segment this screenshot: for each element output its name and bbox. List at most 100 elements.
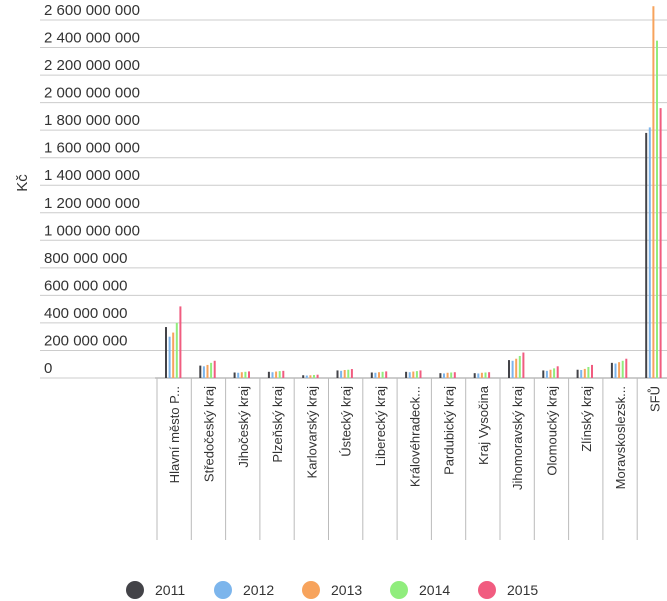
bar-2011[interactable] (439, 373, 442, 378)
x-category-label: Liberecký kraj (373, 386, 388, 466)
bar-2015[interactable] (625, 358, 628, 378)
bar-2012[interactable] (477, 373, 480, 378)
bar-2013[interactable] (549, 369, 552, 378)
bar-2014[interactable] (210, 362, 213, 378)
legend-label[interactable]: 2012 (243, 582, 274, 598)
bar-2012[interactable] (408, 372, 411, 378)
y-tick-label: 800 000 000 (44, 250, 127, 267)
bar-2011[interactable] (370, 372, 373, 378)
bar-2015[interactable] (488, 372, 491, 378)
bar-2015[interactable] (248, 371, 250, 378)
bar-2013[interactable] (309, 375, 312, 378)
bar-2012[interactable] (271, 372, 274, 378)
bar-2012[interactable] (648, 127, 651, 379)
bars (165, 6, 662, 379)
y-axis-title: Kč (14, 174, 31, 192)
bar-2015[interactable] (591, 364, 593, 378)
bar-2012[interactable] (545, 370, 548, 378)
bar-2014[interactable] (381, 371, 384, 378)
bar-2015[interactable] (350, 369, 353, 378)
bar-2013[interactable] (206, 364, 209, 378)
legend-label[interactable]: 2014 (419, 582, 450, 598)
bar-2015[interactable] (453, 372, 456, 378)
bar-2013[interactable] (652, 6, 655, 378)
bar-2013[interactable] (583, 368, 586, 378)
bar-2012[interactable] (340, 370, 343, 378)
legend-marker[interactable] (214, 581, 232, 599)
bar-2014[interactable] (278, 371, 281, 378)
bar-2011[interactable] (576, 369, 579, 378)
bar-2011[interactable] (473, 373, 476, 378)
bar-2014[interactable] (656, 40, 658, 379)
bar-2015[interactable] (522, 352, 525, 378)
legend-marker[interactable] (390, 581, 408, 599)
bar-2012[interactable] (614, 363, 617, 378)
y-tick-label: 2 400 000 000 (44, 30, 140, 47)
bar-2011[interactable] (336, 370, 339, 378)
bar-2013[interactable] (343, 370, 346, 378)
bar-2012[interactable] (580, 370, 583, 378)
y-tick-label: 2 000 000 000 (44, 85, 140, 102)
bar-2015[interactable] (659, 108, 662, 378)
bar-2013[interactable] (618, 362, 621, 378)
bar-2013[interactable] (240, 372, 243, 378)
bar-2014[interactable] (518, 355, 521, 378)
legend-marker[interactable] (126, 581, 144, 599)
bar-2011[interactable] (165, 327, 167, 378)
bar-2012[interactable] (237, 372, 240, 378)
legend-marker[interactable] (478, 581, 496, 599)
bar-2013[interactable] (480, 372, 483, 378)
bar-2014[interactable] (484, 372, 487, 378)
y-tick-label: 600 000 000 (44, 277, 127, 294)
bar-2011[interactable] (405, 371, 408, 378)
bar-2014[interactable] (347, 369, 350, 378)
bar-2012[interactable] (374, 372, 377, 378)
bar-2011[interactable] (199, 365, 202, 378)
bar-2014[interactable] (313, 374, 315, 378)
bar-2011[interactable] (233, 372, 236, 378)
bar-2014[interactable] (450, 372, 453, 378)
bar-2014[interactable] (175, 322, 178, 378)
bar-2012[interactable] (443, 373, 445, 378)
bar-2013[interactable] (378, 372, 380, 378)
bar-2012[interactable] (168, 336, 171, 378)
legend-label[interactable]: 2013 (331, 582, 362, 598)
bar-2015[interactable] (419, 370, 422, 378)
y-tick-label: 400 000 000 (44, 305, 127, 322)
x-category-label: Jihomoravský kraj (510, 386, 525, 490)
legend-label[interactable]: 2015 (507, 582, 538, 598)
bar-2013[interactable] (515, 358, 518, 378)
bar-2011[interactable] (302, 375, 305, 378)
legend-marker[interactable] (302, 581, 320, 599)
bar-2015[interactable] (556, 366, 559, 378)
bar-2014[interactable] (621, 360, 624, 378)
bar-2011[interactable] (610, 362, 613, 378)
legend-label[interactable]: 2011 (155, 582, 185, 598)
bar-2012[interactable] (305, 375, 308, 378)
y-tick-label: 0 (44, 360, 52, 377)
bar-2013[interactable] (172, 332, 175, 378)
bar-2012[interactable] (202, 366, 205, 378)
bar-2015[interactable] (316, 374, 319, 378)
bar-2015[interactable] (385, 371, 388, 378)
bar-2013[interactable] (412, 371, 415, 378)
bar-2014[interactable] (244, 371, 247, 378)
bar-2014[interactable] (587, 366, 590, 378)
bar-2013[interactable] (275, 371, 278, 378)
bar-2011[interactable] (645, 132, 648, 378)
bar-2012[interactable] (511, 360, 514, 378)
bar-2011[interactable] (267, 371, 270, 378)
bar-2015[interactable] (179, 306, 182, 378)
bar-2011[interactable] (508, 360, 510, 378)
bar-2013[interactable] (446, 372, 449, 378)
bar-2015[interactable] (213, 360, 216, 378)
y-axis-ticks: 0 200 000 000 400 000 000 600 000 000 800 00… (44, 2, 140, 377)
gridlines (40, 19, 667, 379)
bar-2015[interactable] (282, 370, 285, 378)
y-tick-label: 1 200 000 000 (44, 195, 140, 212)
bar-2014[interactable] (415, 371, 418, 378)
bar-2014[interactable] (553, 368, 556, 378)
x-category-label: Jihočeský kraj (236, 386, 251, 468)
bar-2011[interactable] (542, 370, 545, 378)
legend[interactable]: 2011 2012 2013 2014 2015 (126, 581, 538, 599)
